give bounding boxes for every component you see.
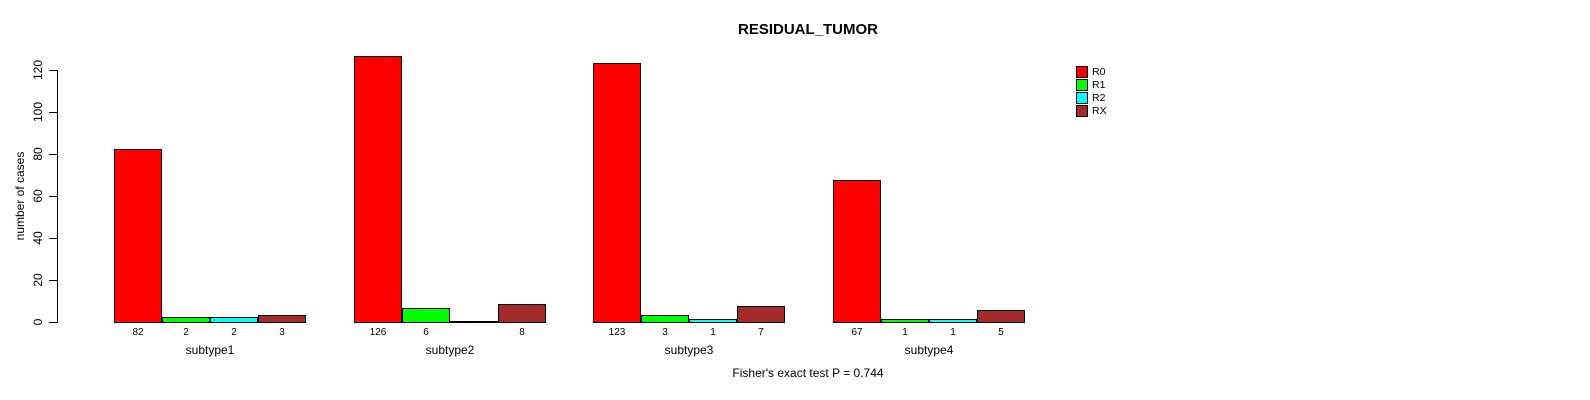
bar-subtype3-RX [737, 306, 785, 323]
bar-value-subtype3-R1: 3 [662, 327, 668, 338]
bar-value-subtype4-R0: 67 [851, 327, 863, 338]
bar-value-subtype3-RX: 7 [758, 327, 764, 338]
bar-value-subtype4-R1: 1 [902, 327, 908, 338]
bar-subtype2-R1 [402, 308, 450, 323]
bar-value-subtype3-R2: 1 [710, 327, 716, 338]
category-label-subtype1: subtype1 [185, 343, 235, 357]
y-tick-label: 40 [31, 231, 45, 245]
y-tick-mark [49, 238, 57, 239]
bar-subtype3-R1 [641, 315, 689, 323]
legend-label-RX: RX [1092, 105, 1107, 117]
bar-value-subtype4-R2: 1 [950, 327, 956, 338]
bar-subtype3-R2 [689, 319, 737, 323]
bar-value-subtype4-RX: 5 [998, 327, 1004, 338]
y-tick-label: 60 [31, 189, 45, 203]
y-tick-mark [49, 112, 57, 113]
y-tick-label: 20 [31, 273, 45, 287]
category-label-subtype4: subtype4 [904, 343, 954, 357]
y-tick-mark [49, 280, 57, 281]
y-tick-mark [49, 70, 57, 71]
bar-value-subtype1-R2: 2 [231, 327, 237, 338]
y-tick-mark [49, 196, 57, 197]
legend-swatch-RX [1076, 105, 1088, 117]
fisher-test-annotation: Fisher's exact test P = 0.744 [732, 366, 884, 380]
bar-subtype1-R2 [210, 317, 258, 323]
legend-label-R2: R2 [1092, 92, 1106, 104]
bar-value-subtype1-R0: 82 [132, 327, 144, 338]
bar-subtype1-R1 [162, 317, 210, 323]
chart-title: RESIDUAL_TUMOR [737, 21, 879, 38]
y-tick-label: 80 [31, 147, 45, 161]
legend-label-R1: R1 [1092, 79, 1106, 91]
category-label-subtype2: subtype2 [425, 343, 475, 357]
y-tick-label: 100 [31, 101, 45, 123]
category-label-subtype3: subtype3 [664, 343, 714, 357]
bar-subtype4-R1 [881, 319, 929, 323]
y-axis-line [57, 70, 58, 323]
bar-value-subtype3-R0: 123 [608, 327, 626, 338]
bar-value-subtype2-R0: 126 [369, 327, 387, 338]
bar-subtype4-R0 [833, 180, 881, 323]
y-tick-mark [49, 154, 57, 155]
y-tick-label: 120 [31, 59, 45, 81]
bar-subtype1-RX [258, 315, 306, 323]
legend-swatch-R2 [1076, 92, 1088, 104]
bar-subtype2-R2 [450, 321, 498, 323]
legend-swatch-R0 [1076, 66, 1088, 78]
bar-value-subtype2-RX: 8 [519, 327, 525, 338]
legend-label-R0: R0 [1092, 66, 1106, 78]
bar-subtype2-RX [498, 304, 546, 323]
y-tick-label: 0 [31, 318, 45, 326]
bar-value-subtype1-R1: 2 [183, 327, 189, 338]
bar-subtype4-RX [977, 310, 1025, 323]
y-tick-mark [49, 322, 57, 323]
bar-value-subtype1-RX: 3 [279, 327, 285, 338]
bar-subtype4-R2 [929, 319, 977, 323]
bar-subtype2-R0 [354, 56, 402, 323]
bar-subtype3-R0 [593, 63, 641, 323]
bar-value-subtype2-R1: 6 [423, 327, 429, 338]
bar-subtype1-R0 [114, 149, 162, 323]
legend-swatch-R1 [1076, 79, 1088, 91]
